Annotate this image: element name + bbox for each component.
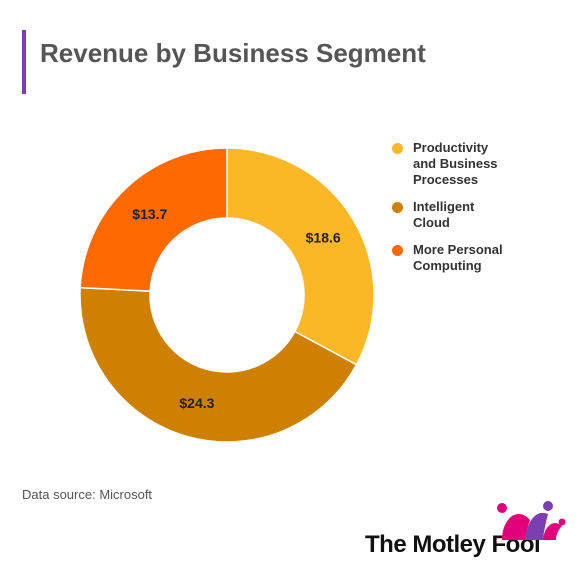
legend-item: More Personal Computing: [392, 242, 572, 274]
slice-value-label: $24.3: [179, 395, 214, 411]
data-source-note: Data source: Microsoft: [22, 487, 153, 502]
legend-label: More Personal Computing: [413, 242, 503, 273]
chart-title: Revenue by Business Segment: [40, 38, 426, 68]
legend-item: Productivity and Business Processes: [392, 140, 572, 188]
legend-swatch: [392, 245, 403, 256]
legend-item: Intelligent Cloud: [392, 199, 572, 231]
donut-slice: [226, 147, 375, 366]
donut-slice: [79, 286, 358, 443]
chart-legend: Productivity and Business Processes Intel…: [392, 140, 572, 285]
legend-label: Productivity and Business Processes: [413, 140, 498, 187]
jester-hat-logo-icon: [497, 501, 566, 540]
slice-value-label: $18.6: [306, 230, 341, 246]
donut-slice: [79, 147, 228, 292]
legend-swatch: [392, 143, 403, 154]
legend-label: Intelligent Cloud: [413, 199, 475, 230]
legend-swatch: [392, 202, 403, 213]
title-accent-bar: [22, 30, 26, 94]
slice-value-label: $13.7: [132, 206, 167, 222]
